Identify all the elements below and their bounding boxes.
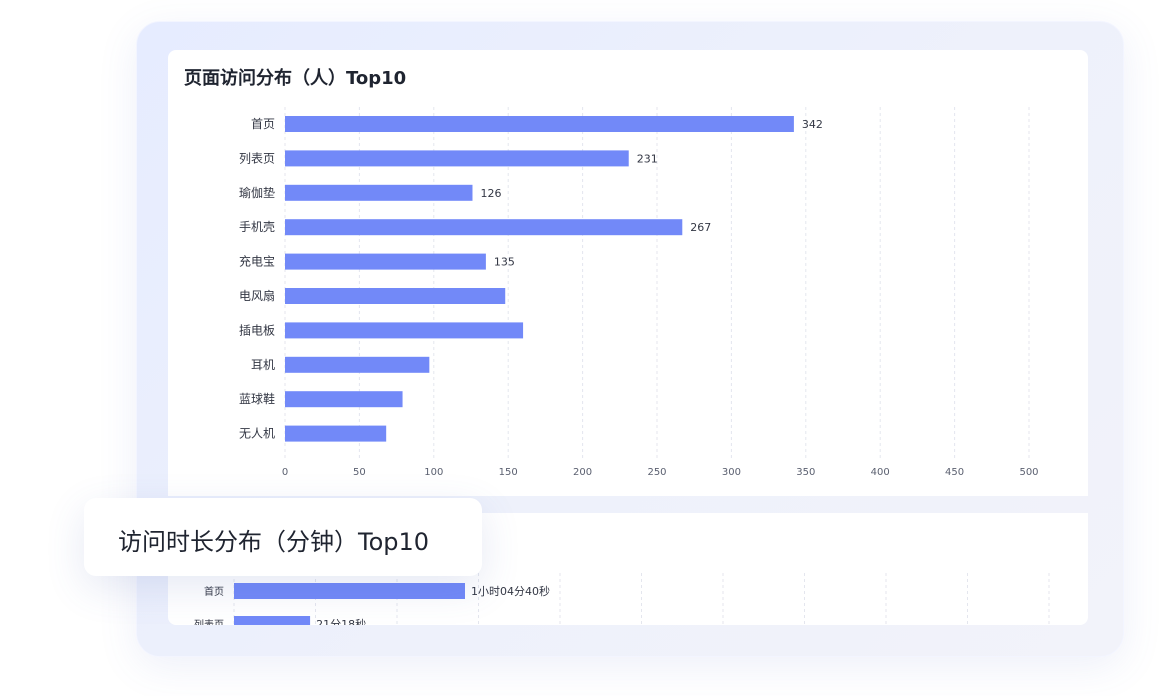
category-label: 首页 (204, 585, 224, 598)
bar (234, 583, 465, 599)
category-label: 列表页 (194, 618, 224, 625)
category-label: 充电宝 (239, 254, 275, 269)
x-tick-label: 300 (722, 467, 741, 478)
x-tick-label: 0 (282, 467, 288, 478)
category-label: 耳机 (251, 358, 275, 372)
data-label: 342 (802, 118, 823, 131)
bar (285, 116, 794, 132)
x-tick-label: 250 (647, 467, 666, 478)
page-visit-chart-title: 页面访问分布（人）Top10 (184, 68, 407, 89)
visit-duration-bar-chart: 首页 1小时04分40秒列表页 21分18秒 (194, 573, 1050, 625)
data-label: 126 (480, 187, 501, 200)
category-label: 无人机 (239, 427, 275, 441)
x-tick-label: 100 (424, 467, 443, 478)
x-tick-label: 350 (796, 467, 815, 478)
category-label: 蓝球鞋 (239, 391, 275, 406)
bar (285, 253, 486, 270)
category-label: 插电板 (239, 323, 275, 337)
bar (285, 425, 387, 442)
bar (285, 391, 403, 408)
data-label: 231 (637, 152, 658, 165)
visit-duration-title-card (84, 498, 482, 576)
bar (285, 184, 473, 201)
x-tick-label: 150 (499, 467, 518, 478)
bar (285, 288, 506, 304)
x-tick-label: 50 (353, 467, 366, 478)
category-label: 瑜伽垫 (239, 185, 275, 200)
bar (285, 150, 629, 167)
data-label: 21分18秒 (316, 617, 366, 625)
bar (285, 356, 430, 373)
bar (285, 322, 524, 339)
data-label: 1小时04分40秒 (471, 584, 550, 598)
category-label: 首页 (251, 117, 275, 131)
visit-duration-chart-title: 访问时长分布（分钟）Top10 (118, 528, 430, 556)
category-label: 电风扇 (239, 288, 275, 303)
x-tick-label: 400 (871, 467, 890, 478)
x-tick-label: 450 (945, 467, 964, 478)
data-label: 135 (494, 256, 515, 269)
x-tick-label: 200 (573, 467, 592, 478)
data-label: 267 (690, 221, 711, 234)
x-tick-label: 500 (1019, 467, 1038, 478)
category-label: 列表页 (239, 151, 275, 165)
category-label: 手机壳 (239, 220, 275, 234)
bar (285, 219, 683, 236)
bar (234, 616, 311, 625)
